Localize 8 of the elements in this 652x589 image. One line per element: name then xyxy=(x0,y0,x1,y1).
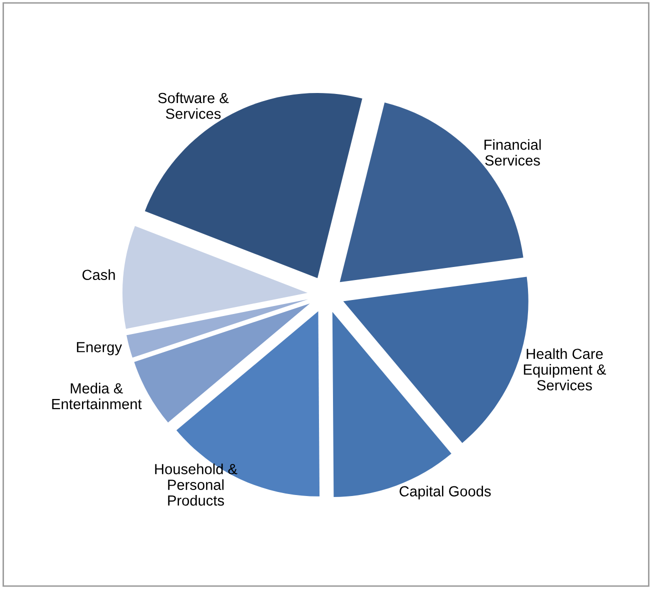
slice-label: Energy xyxy=(76,342,122,356)
slice-label: Household & Personal Products xyxy=(155,464,238,506)
slice-label: Health Care Equipment & Services xyxy=(524,348,606,390)
slice-label: Media & Entertainment xyxy=(52,382,142,410)
slice-label: Software & Services xyxy=(158,92,229,119)
slice-label: Capital Goods xyxy=(400,486,491,500)
slice-label: Financial Services xyxy=(484,139,541,166)
slice-label: Cash xyxy=(82,269,115,280)
